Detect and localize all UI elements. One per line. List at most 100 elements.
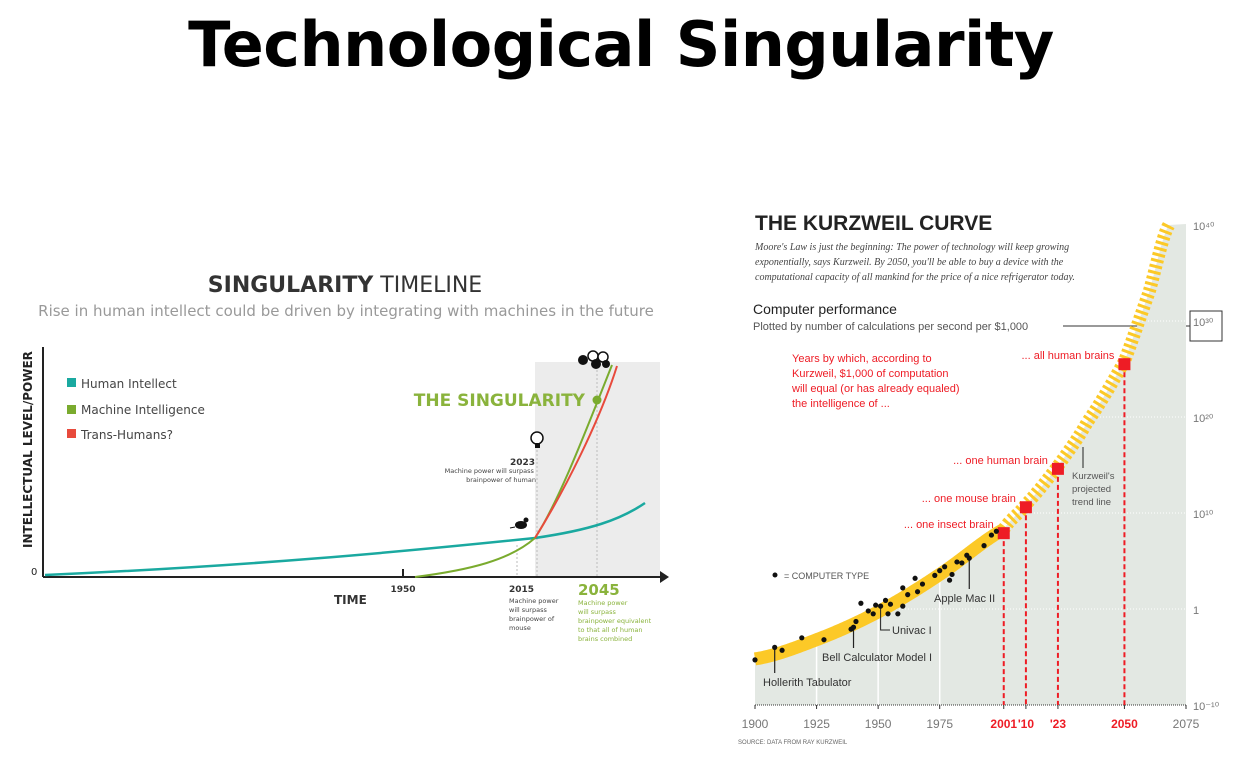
- annotation-2023: Machine power will surpass brainpower of…: [445, 467, 536, 484]
- left-y-label: INTELLECTUAL LEVEL/POWER: [21, 351, 35, 548]
- right-chart-intro: Moore's Law is just the beginning: The p…: [754, 242, 1075, 283]
- computer-type-point: [772, 644, 778, 651]
- computer-label: Apple Mac II: [934, 593, 995, 605]
- x-tick-1950: 1950: [390, 585, 415, 595]
- x-tick-label: 1925: [803, 717, 830, 731]
- computer-type-point: [949, 571, 955, 578]
- computer-label-leader: [880, 606, 890, 631]
- trend-band-historical: [749, 523, 1010, 666]
- y-tick-label: 1: [1193, 605, 1199, 617]
- right-chart-title: THE KURZWEIL CURVE: [755, 212, 992, 235]
- x-tick-2015: 2015: [509, 585, 534, 595]
- milestone-marker: [997, 527, 1010, 540]
- computer-type-point: [981, 543, 987, 549]
- right-legend: = COMPUTER TYPE: [784, 571, 869, 581]
- human-head-icon: [530, 431, 544, 448]
- left-chart-title: SINGULARITY TIMELINE: [208, 273, 482, 298]
- computer-type-point: [850, 624, 857, 630]
- series-trans-humans: [534, 365, 618, 539]
- trend-line-label: Kurzweil's projected trend line: [1072, 471, 1117, 508]
- computer-type-point: [887, 601, 894, 607]
- computer-type-point: [882, 597, 889, 603]
- left-chart-subtitle: Rise in human intellect could be driven …: [38, 302, 654, 320]
- milestone-marker: [1051, 462, 1064, 475]
- y-tick-zero: 0: [31, 567, 37, 578]
- computer-type-point: [873, 602, 879, 608]
- plot-fill-area: [755, 224, 1186, 705]
- computer-type-point: [914, 589, 921, 595]
- computer-type-point: [853, 618, 859, 625]
- singularity-timeline-chart: SINGULARITY TIMELINE Rise in human intel…: [21, 273, 669, 643]
- computer-type-point: [870, 611, 876, 617]
- milestone-marker: [1118, 358, 1131, 371]
- trend-band-projected: [998, 221, 1175, 533]
- x-tick-label: 2075: [1173, 717, 1200, 731]
- computer-label: Bell Calculator Model I: [822, 652, 932, 664]
- annotation-2045: Machine power will surpass brainpower eq…: [578, 599, 653, 643]
- x-axis-arrow-icon: [660, 571, 669, 583]
- legend-transhuman: Trans-Humans?: [80, 428, 173, 442]
- computer-type-point: [954, 559, 960, 565]
- computer-type-point: [799, 635, 805, 641]
- source-note: SOURCE: DATA FROM RAY KURZWEIL: [738, 740, 848, 746]
- computer-type-point: [959, 560, 965, 566]
- milestone-label: ... one insect brain: [904, 519, 994, 531]
- kurzweil-plot-area: 1900 1925 1950 1975 2001'10 '23 2050 2075 10⁴⁰ 10…: [742, 221, 1220, 731]
- legend-swatch-human: [67, 378, 76, 387]
- right-y-sublabel: Plotted by number of calculations per se…: [753, 321, 1028, 333]
- singularity-label: THE SINGULARITY: [414, 391, 586, 411]
- computer-type-point: [821, 637, 827, 643]
- x-tick-label: 2001: [990, 717, 1017, 731]
- milestones-intro: Years by which, according to Kurzweil, $…: [791, 353, 963, 410]
- milestone-marker: [1019, 501, 1032, 514]
- computer-label: Hollerith Tabulator: [763, 677, 852, 689]
- x-tick-label: 1975: [926, 717, 953, 731]
- computer-type-point: [779, 647, 785, 653]
- computer-type-point: [988, 532, 995, 538]
- computer-type-point: [900, 603, 906, 609]
- computer-type-point: [900, 585, 906, 591]
- legend-human: Human Intellect: [81, 377, 177, 391]
- mouse-icon: [509, 517, 529, 529]
- x-tick-2045: 2045: [578, 581, 620, 599]
- annotation-2015: Machine power will surpass brainpower of…: [509, 597, 560, 632]
- y-tick-label: 10¹⁰: [1193, 509, 1214, 521]
- left-legend: Human Intellect Machine Intelligence Tra…: [67, 377, 205, 442]
- right-y-label: Computer performance: [753, 301, 897, 317]
- human-heads-group-icon: [578, 350, 610, 369]
- x-tick-label: '10: [1018, 717, 1035, 731]
- series-human-intellect: [44, 501, 646, 577]
- milestone-label: ... one mouse brain: [922, 493, 1016, 505]
- computer-type-point: [942, 564, 948, 570]
- milestone-label: ... all human brains: [1021, 350, 1114, 362]
- computer-type-point: [752, 657, 758, 663]
- computer-type-point: [993, 528, 999, 534]
- legend-dot-icon: [772, 572, 778, 578]
- y-tick-label: 10⁻¹⁰: [1193, 701, 1220, 713]
- computer-type-point: [878, 603, 884, 609]
- x-tick-label: 1900: [742, 717, 769, 731]
- x-tick-label: 1950: [865, 717, 892, 731]
- computer-type-point: [937, 568, 943, 574]
- computer-type-point: [895, 611, 901, 617]
- kurzweil-curve-chart: THE KURZWEIL CURVE Moore's Law is just t…: [738, 212, 1223, 746]
- left-x-label: TIME: [334, 593, 367, 607]
- y-tick-label: 10²⁰: [1193, 413, 1214, 425]
- computer-type-point: [865, 608, 871, 614]
- computer-type-point: [946, 577, 953, 583]
- computer-type-point: [858, 600, 864, 606]
- computer-type-point: [905, 592, 911, 598]
- legend-machine: Machine Intelligence: [81, 403, 205, 417]
- computer-type-point: [966, 555, 972, 561]
- computer-type-point: [919, 581, 926, 587]
- y-tick-label: 10³⁰: [1193, 317, 1214, 329]
- x-tick-label: '23: [1050, 717, 1067, 731]
- computer-type-point: [932, 572, 938, 579]
- computer-type-point: [885, 611, 891, 617]
- slide-title: Technological Singularity: [188, 8, 1054, 81]
- legend-swatch-machine: [67, 405, 76, 414]
- computer-type-point: [912, 575, 918, 581]
- singularity-point: [592, 395, 602, 405]
- label-2023: 2023: [510, 458, 535, 468]
